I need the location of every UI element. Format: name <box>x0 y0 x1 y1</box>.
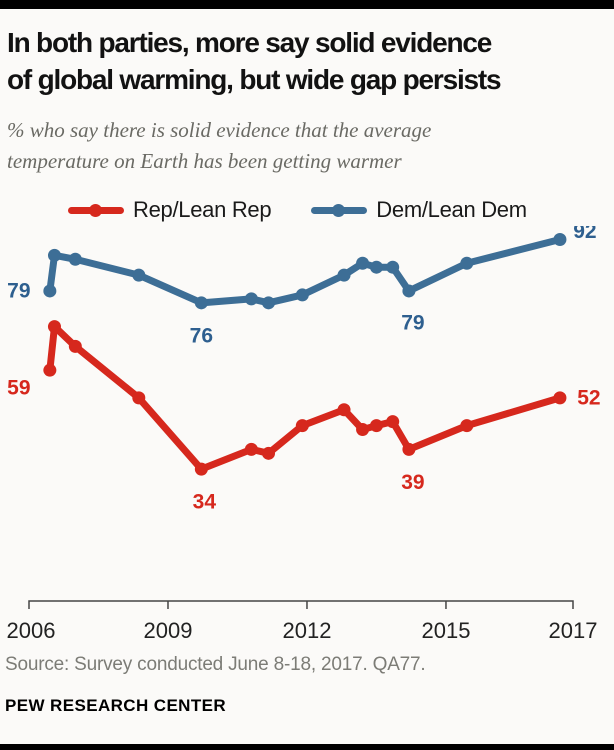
dem-data-point <box>553 232 567 246</box>
dem-data-point <box>402 284 416 298</box>
rep-data-point <box>262 446 276 460</box>
x-axis-line <box>28 600 574 609</box>
chart-title-line2: of global warming, but wide gap persists <box>7 64 502 95</box>
rep-data-point <box>553 391 567 405</box>
dem-data-point <box>43 284 57 298</box>
top-border-bar <box>0 0 614 9</box>
chart-subtitle: % who say there is solid evidence that t… <box>7 115 607 177</box>
trend-line-chart: 2006 2009 2012 2015 2017 59 34 39 52 79 76 79 92 <box>7 226 601 643</box>
rep-data-point <box>295 419 309 433</box>
rep-data-point <box>337 403 351 417</box>
legend-item-dem: Dem/Lean Dem <box>311 197 527 223</box>
rep-data-point <box>68 339 82 353</box>
x-tick-label-2017: 2017 <box>549 618 598 643</box>
rep-value-label-59: 59 <box>7 377 30 400</box>
rep-data-point <box>402 442 416 456</box>
dem-data-point <box>262 296 276 310</box>
x-tick-label-2009: 2009 <box>144 618 193 643</box>
bottom-border-bar <box>0 744 614 750</box>
dem-line-swatch-icon <box>311 203 368 217</box>
dem-data-point <box>194 296 208 310</box>
rep-data-point <box>194 462 208 476</box>
dem-data-point <box>337 268 351 282</box>
rep-line-swatch-icon <box>68 203 124 217</box>
chart-title-line1: In both parties, more say solid evidence <box>7 27 492 58</box>
legend-label-rep: Rep/Lean Rep <box>133 197 272 222</box>
rep-data-point <box>244 442 258 456</box>
dem-data-point <box>369 260 383 274</box>
rep-value-label-39: 39 <box>401 471 424 494</box>
rep-data-point <box>47 320 61 334</box>
chart-subtitle-line2: temperature on Earth has been getting wa… <box>7 149 402 173</box>
dem-value-label-79: 79 <box>401 311 424 334</box>
dem-data-point <box>356 256 370 270</box>
dem-data-point <box>68 252 82 266</box>
dem-data-point <box>295 288 309 302</box>
brand-footer: PEW RESEARCH CENTER <box>5 696 227 715</box>
rep-data-point <box>386 415 400 429</box>
x-tick-label-2015: 2015 <box>421 618 470 643</box>
legend-item-rep: Rep/Lean Rep <box>68 197 272 223</box>
chart-subtitle-line1: % who say there is solid evidence that t… <box>7 118 432 142</box>
rep-data-point <box>356 423 370 437</box>
dem-value-label-92: 92 <box>573 226 596 243</box>
rep-data-point <box>132 391 146 405</box>
legend-label-dem: Dem/Lean Dem <box>376 197 527 222</box>
dem-data-point <box>47 248 61 262</box>
rep-data-point <box>369 419 383 433</box>
x-tick-label-2006: 2006 <box>7 618 56 643</box>
rep-value-label-34: 34 <box>193 491 217 514</box>
rep-data-point <box>460 419 474 433</box>
dem-data-point <box>460 256 474 270</box>
dem-value-label-79: 79 <box>7 279 30 302</box>
dem-data-point <box>386 260 400 274</box>
rep-line-series <box>46 323 564 473</box>
dem-data-point <box>244 292 258 306</box>
source-note: Source: Survey conducted June 8-18, 2017… <box>5 654 426 675</box>
chart-legend: Rep/Lean Rep Dem/Lean Dem <box>68 197 527 223</box>
x-tick-label-2012: 2012 <box>283 618 332 643</box>
dem-data-point <box>132 268 146 282</box>
rep-value-label-52: 52 <box>577 386 600 409</box>
chart-title: In both parties, more say solid evidence… <box>7 24 611 98</box>
rep-data-point <box>43 363 57 377</box>
dem-value-label-76: 76 <box>190 324 213 347</box>
